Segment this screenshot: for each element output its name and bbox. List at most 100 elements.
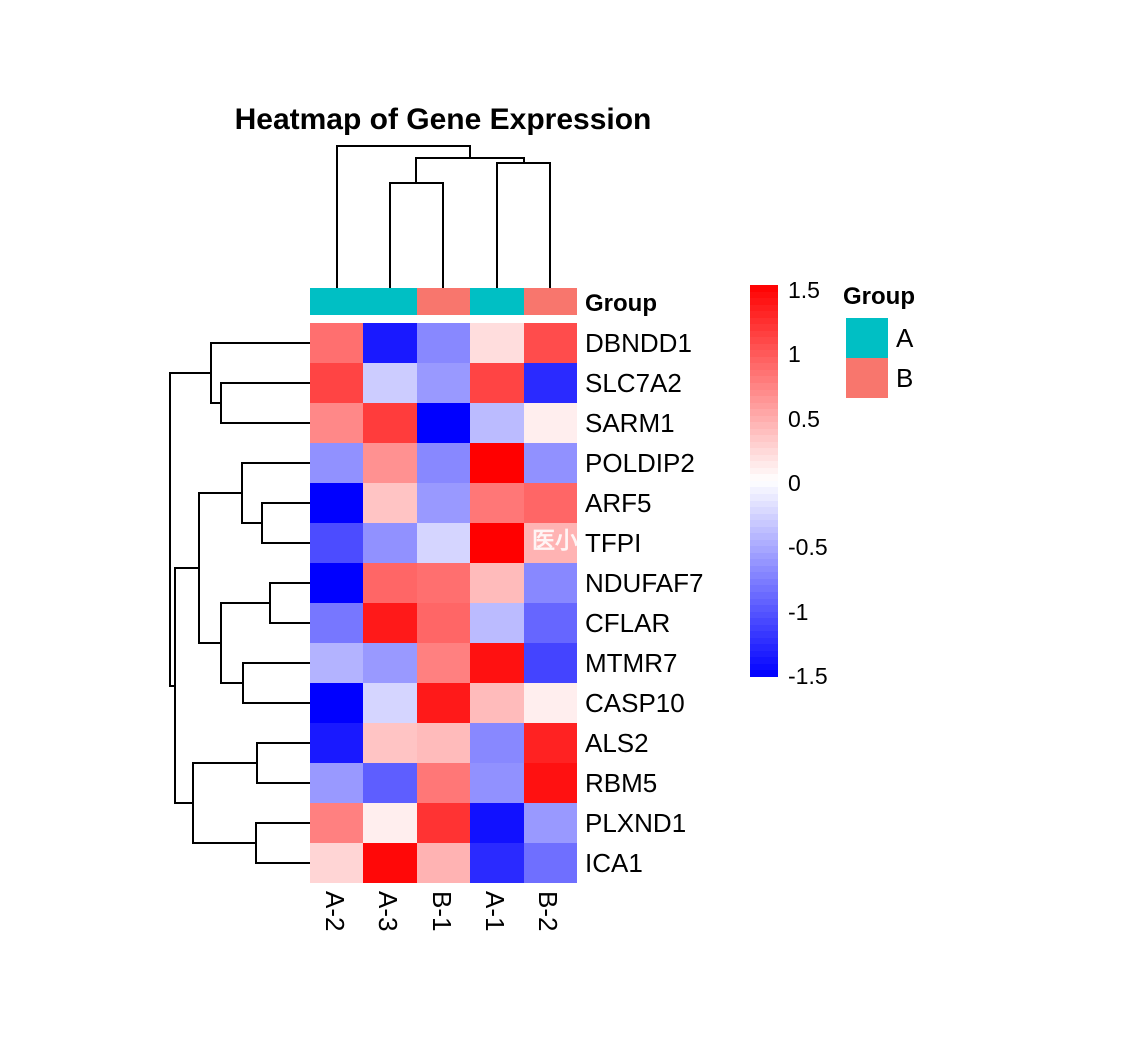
- colorbar-band: [750, 454, 778, 462]
- heatmap-cell: [416, 803, 471, 843]
- heatmap-cell: [416, 643, 471, 683]
- colorbar-band: [750, 330, 778, 338]
- watermark: 医小: [532, 527, 578, 553]
- row-label: SARM1: [585, 408, 675, 438]
- row-label: TFPI: [585, 528, 642, 558]
- annotation-cell-group-B: [523, 288, 578, 315]
- heatmap-cell: [470, 803, 524, 843]
- colorbar-band: [750, 611, 778, 619]
- column-dendrogram: [336, 145, 551, 289]
- colorbar-band: [750, 624, 778, 632]
- heatmap-cell: [470, 643, 524, 683]
- heatmap-cell: [523, 403, 577, 443]
- heatmap-cell: [310, 443, 364, 483]
- heatmap-cell: [310, 723, 364, 763]
- heatmap-cell: [523, 603, 577, 643]
- heatmap-cell: [363, 763, 417, 803]
- heatmap-cell: [416, 323, 471, 363]
- colorbar-band: [750, 650, 778, 658]
- colorbar-band: [750, 474, 778, 481]
- heatmap: [310, 323, 577, 883]
- heatmap-cell: [310, 363, 364, 403]
- heatmap-cell: [363, 643, 417, 683]
- colorbar-band: [750, 298, 778, 305]
- heatmap-cell: [523, 523, 577, 563]
- colorbar-band: [750, 572, 778, 579]
- heatmap-cell: [416, 843, 471, 883]
- colorbar-band: [750, 585, 778, 592]
- colorbar-band: [750, 520, 778, 527]
- heatmap-cell: [523, 483, 577, 523]
- page-title: Heatmap of Gene Expression: [234, 103, 652, 136]
- heatmap-cell: [523, 323, 577, 363]
- row-label: ICA1: [585, 848, 643, 878]
- colorbar-tick-label: 0: [788, 470, 801, 496]
- row-label: PLXND1: [585, 808, 687, 838]
- colorbar-band: [750, 337, 778, 344]
- colorbar-band: [750, 363, 778, 370]
- annotation-cell-group-A: [363, 288, 417, 315]
- heatmap-cell: [416, 523, 471, 563]
- colorbar-band: [750, 578, 778, 586]
- heatmap-cell: [310, 803, 364, 843]
- colorbar-band: [750, 448, 778, 455]
- heatmap-cell: [310, 523, 364, 563]
- colorbar-tick-label: -1.5: [788, 663, 828, 689]
- heatmap-cell: [310, 603, 364, 643]
- colorbar-band: [750, 507, 778, 514]
- legend-swatch-A: [846, 318, 888, 358]
- annotation-track-label: Group: [585, 290, 657, 317]
- colorbar-band: [750, 552, 778, 560]
- colorbar-band: [750, 591, 778, 599]
- heatmap-cell: [416, 763, 471, 803]
- heatmap-cell: [470, 363, 524, 403]
- heatmap-cell: [470, 523, 524, 563]
- colorbar-band: [750, 605, 778, 612]
- colorbar-band: [750, 487, 778, 494]
- legend-item-label: A: [896, 323, 914, 353]
- colorbar-band: [750, 500, 778, 508]
- colorbar-band: [750, 461, 778, 468]
- colorbar-band: [750, 382, 778, 390]
- row-label: ALS2: [585, 728, 649, 758]
- heatmap-cell: [310, 843, 364, 883]
- heatmap-cell: [470, 563, 524, 603]
- heatmap-cell: [416, 363, 471, 403]
- row-label: CFLAR: [585, 608, 671, 638]
- colorbar-band: [750, 428, 778, 436]
- colorbar-band: [750, 396, 778, 403]
- heatmap-cell: [523, 763, 577, 803]
- colorbar-band: [750, 526, 778, 534]
- legend-item-label: B: [896, 363, 914, 393]
- heatmap-cell: [523, 563, 577, 603]
- heatmap-cell: [416, 443, 471, 483]
- colorbar-band: [750, 376, 778, 383]
- heatmap-cell: [310, 643, 364, 683]
- colorbar-band: [750, 304, 778, 312]
- heatmap-cell: [523, 843, 577, 883]
- colorbar-band: [750, 467, 778, 475]
- heatmap-cell: [416, 403, 471, 443]
- heatmap-cell: [310, 483, 364, 523]
- colorbar-band: [750, 311, 778, 318]
- heatmap-cell: [523, 643, 577, 683]
- heatmap-cell: [523, 723, 577, 763]
- colorbar-tick-label: -1: [788, 598, 809, 625]
- colorbar-band: [750, 618, 778, 625]
- annotation-cell-group-A: [470, 288, 524, 315]
- colorbar-band: [750, 285, 778, 292]
- heatmap-cell: [416, 723, 471, 763]
- row-label: DBNDD1: [585, 328, 692, 358]
- colorbar-band: [750, 291, 778, 299]
- colorbar-band: [750, 533, 778, 540]
- heatmap-cell: [523, 683, 577, 723]
- colorbar-band: [750, 350, 778, 357]
- colorbar-tick-label: 1.5: [788, 277, 820, 303]
- heatmap-cell: [363, 323, 417, 363]
- colorbar-band: [750, 494, 778, 501]
- heatmap-cell: [523, 363, 577, 403]
- colorbar-tick-label: 1: [788, 341, 801, 368]
- heatmap-cell: [470, 323, 524, 363]
- colorbar-band: [750, 435, 778, 442]
